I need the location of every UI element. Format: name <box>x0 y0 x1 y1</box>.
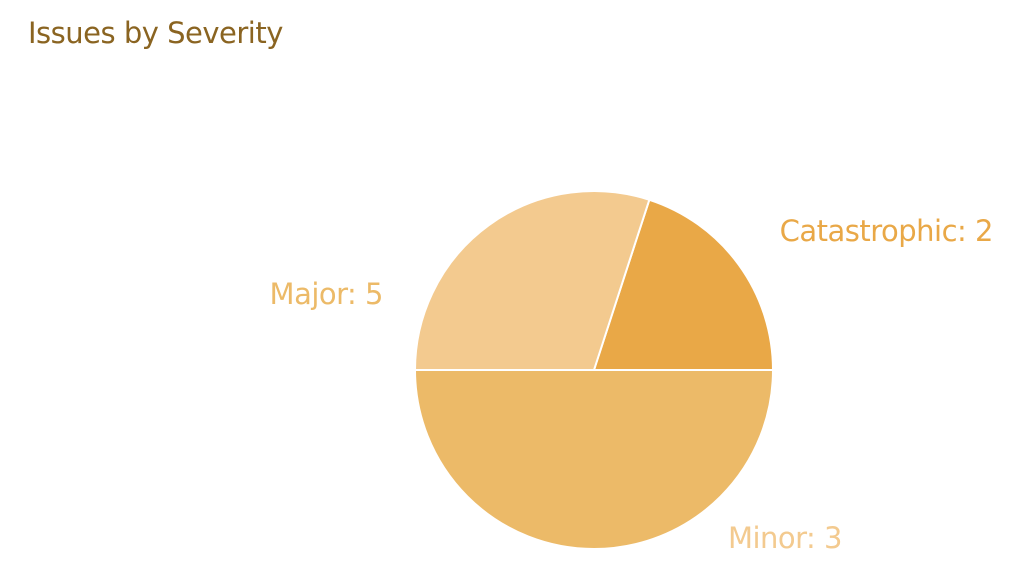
pie-slice-major <box>414 369 774 550</box>
slice-label-major: Major: 5 <box>270 277 383 311</box>
pie-slice-minor <box>414 190 651 371</box>
slice-label-minor: Minor: 3 <box>728 521 842 555</box>
pie-slice-catastrophic <box>593 198 774 371</box>
slice-label-catastrophic: Catastrophic: 2 <box>780 214 993 248</box>
chart-title: Issues by Severity <box>28 16 283 50</box>
